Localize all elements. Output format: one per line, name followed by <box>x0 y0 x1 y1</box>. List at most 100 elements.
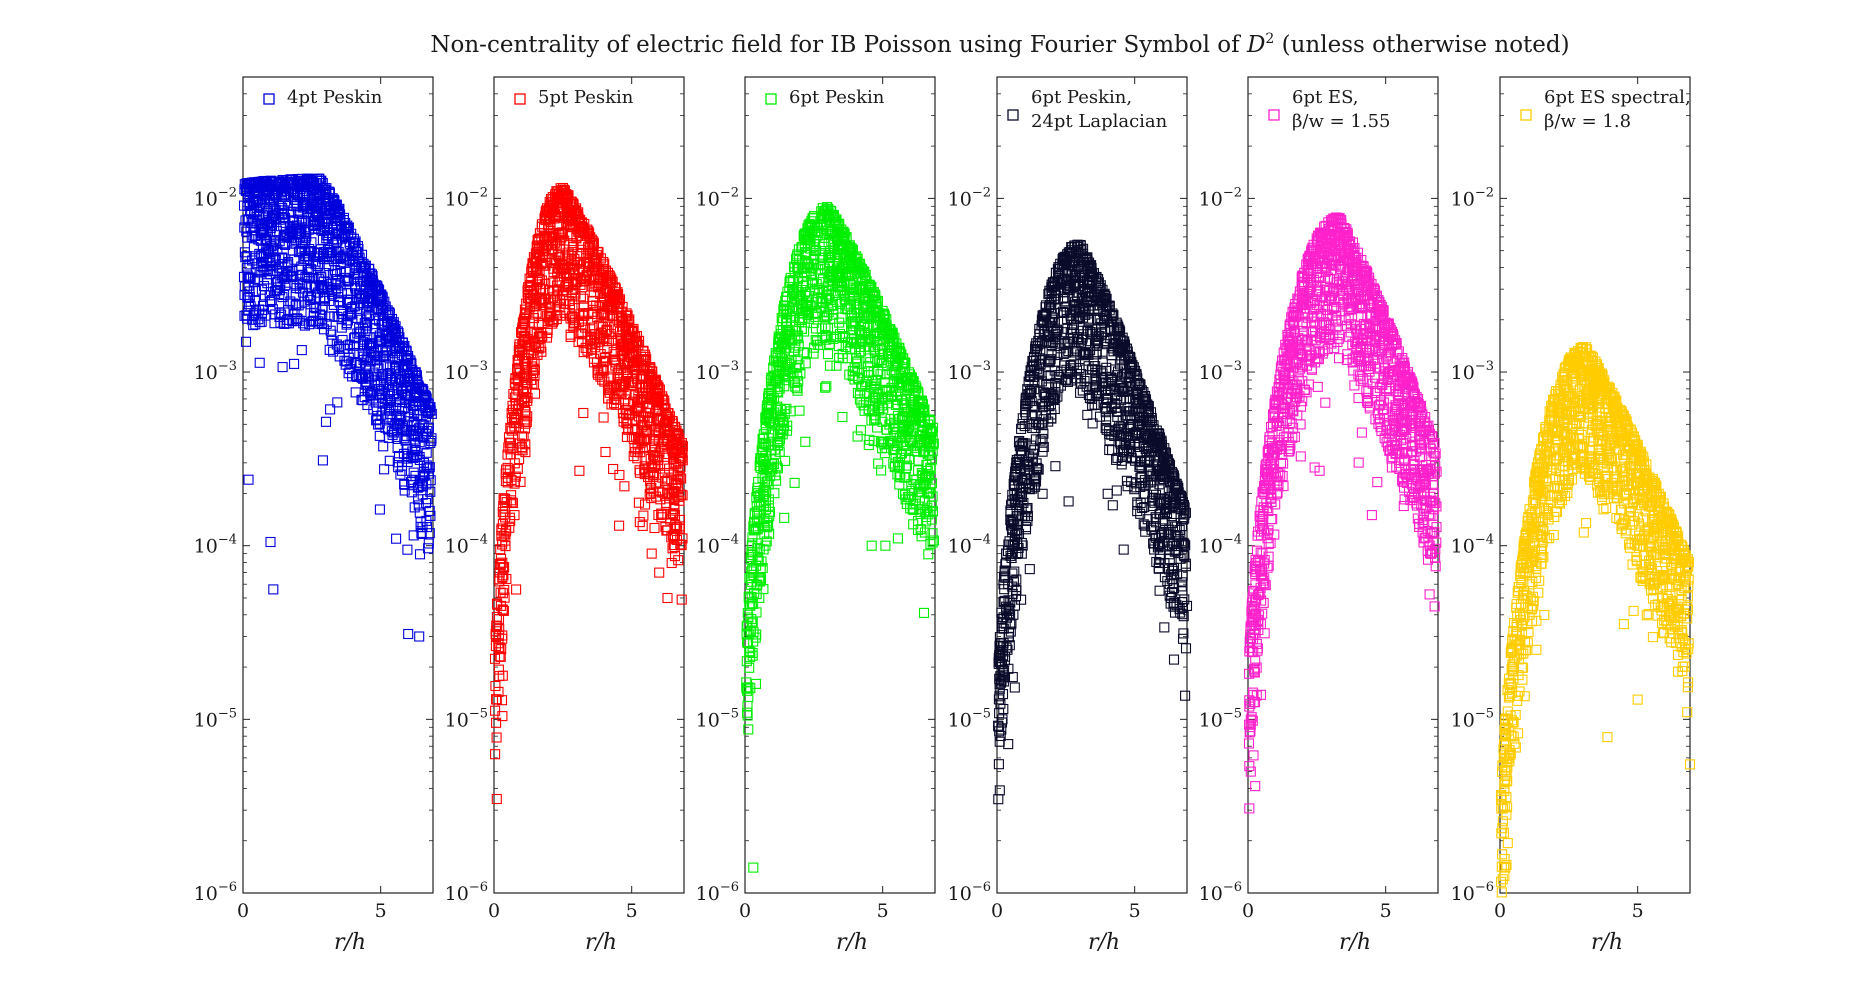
data-point <box>744 662 755 673</box>
y-tick-label: 10−4 <box>194 533 237 558</box>
data-point <box>419 469 430 480</box>
y-tick-label: 10−5 <box>194 706 237 731</box>
y-tick-label: 10−5 <box>696 706 739 731</box>
data-point <box>275 317 286 328</box>
data-point <box>1168 654 1180 665</box>
y-tick-label: 10−4 <box>696 533 739 558</box>
data-point <box>822 349 834 360</box>
data-point <box>923 549 934 560</box>
y-tick-label: 10−5 <box>948 706 991 731</box>
data-point <box>391 533 402 544</box>
data-point <box>1154 585 1165 596</box>
data-point <box>378 441 389 452</box>
y-tick-label: 10−3 <box>948 359 991 384</box>
data-point <box>387 325 398 336</box>
data-point <box>377 327 388 338</box>
data-point <box>311 303 322 314</box>
panels: 10−6 10−5 10−4 10−3 10−2 0 5 r/h 4pt Peskin 10−6 1… <box>194 76 1696 955</box>
data-point <box>340 240 351 251</box>
data-point <box>855 425 866 436</box>
data-point <box>294 283 305 294</box>
data-point <box>408 530 419 541</box>
legend-marker <box>514 93 526 105</box>
x-tick-label: 0 <box>739 900 751 922</box>
data-point <box>634 517 645 528</box>
data-point <box>304 267 315 278</box>
x-tick-label: 0 <box>991 900 1003 922</box>
y-tick-label: 10−2 <box>194 185 237 210</box>
legend: 5pt Peskin <box>514 87 634 108</box>
legend-marker <box>263 93 275 105</box>
legend-label: 4pt Peskin <box>287 87 383 108</box>
figure-title: Non-centrality of electric field for IB … <box>430 31 1569 58</box>
y-tick-label: 10−3 <box>194 359 237 384</box>
data-point <box>418 392 429 403</box>
data-point <box>254 357 265 368</box>
data-point <box>880 540 891 551</box>
data-point <box>654 567 665 578</box>
data-point <box>808 348 819 359</box>
data-point <box>374 430 385 441</box>
data-point <box>333 286 344 297</box>
y-tick-label: 10−6 <box>696 880 739 905</box>
data-point <box>638 510 649 521</box>
data-point <box>1104 444 1115 456</box>
data-point <box>637 520 648 531</box>
data-point <box>265 536 276 548</box>
data-point <box>402 544 413 555</box>
data-point <box>362 296 374 307</box>
y-tick-label: 10−2 <box>696 185 739 210</box>
data-point <box>374 335 386 346</box>
data-point <box>511 584 522 595</box>
data-point <box>800 436 811 447</box>
data-point <box>779 512 790 523</box>
x-tick-label: 0 <box>237 900 249 922</box>
legend-label: 5pt Peskin <box>538 87 634 108</box>
data-point <box>253 314 264 325</box>
y-tick-label: 10−6 <box>194 880 237 905</box>
data-point <box>892 533 903 544</box>
data-point <box>676 594 687 605</box>
y-tick-label: 10−2 <box>948 185 991 210</box>
data-point <box>339 232 351 243</box>
x-axis-label: r/h <box>334 930 366 955</box>
data-point <box>578 407 589 419</box>
data-point <box>317 455 328 466</box>
data-point <box>403 628 414 640</box>
data-point <box>794 405 805 416</box>
data-point <box>1180 643 1192 654</box>
title-main: Non-centrality of electric field for IB … <box>430 32 1247 58</box>
data-point <box>243 474 254 485</box>
scatter-series <box>993 239 1193 805</box>
y-tick-label: 10−6 <box>948 880 991 905</box>
data-point <box>741 707 753 718</box>
data-point <box>239 289 250 300</box>
data-point <box>662 592 673 604</box>
data-point <box>351 288 363 299</box>
data-point <box>256 284 267 295</box>
x-axis-label: r/h <box>1088 930 1120 955</box>
x-axis-label: r/h <box>836 930 868 955</box>
x-axis-label: r/h <box>585 930 617 955</box>
data-point <box>334 297 345 308</box>
data-point <box>399 479 410 490</box>
legend: 6pt Peskin <box>765 87 885 108</box>
legend: 4pt Peskin <box>263 87 383 108</box>
data-point <box>614 469 625 481</box>
data-point <box>296 345 307 356</box>
data-point <box>600 446 611 458</box>
data-point <box>258 257 269 268</box>
x-tick-label: 5 <box>1129 900 1141 922</box>
data-point <box>416 528 427 539</box>
y-tick-label: 10−3 <box>696 359 739 384</box>
data-point <box>262 178 273 190</box>
legend-marker <box>765 93 777 105</box>
data-point <box>742 700 753 712</box>
data-point <box>303 290 314 301</box>
data-point <box>356 394 367 405</box>
data-point <box>494 671 505 682</box>
data-point <box>1016 594 1027 605</box>
data-point <box>277 362 288 373</box>
